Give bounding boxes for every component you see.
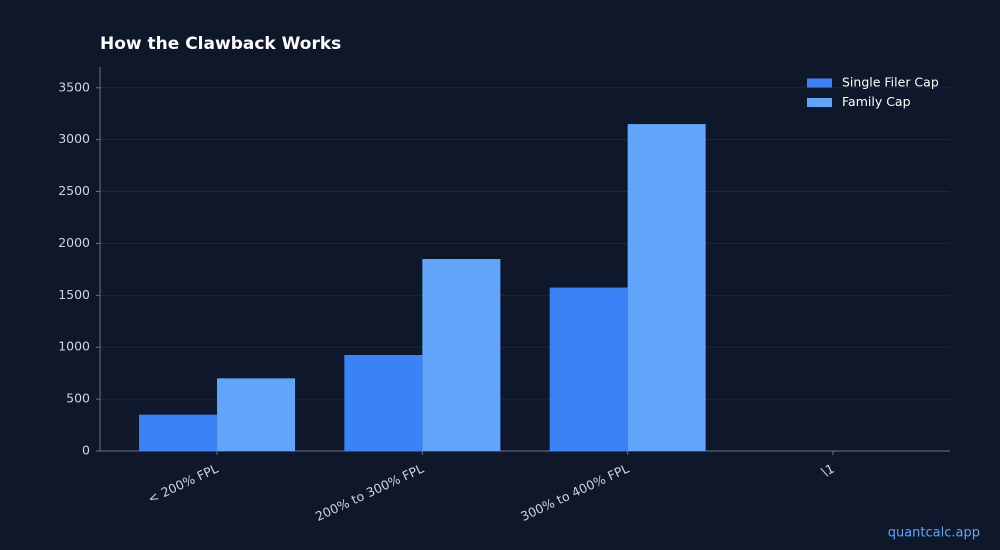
legend-label: Family Cap <box>842 94 911 109</box>
y-tick-label: 0 <box>82 443 90 458</box>
bar <box>549 287 628 451</box>
y-tick-label: 1000 <box>58 339 90 354</box>
y-tick-label: 1500 <box>58 287 90 302</box>
bar <box>217 378 296 451</box>
footer: quantcalc.app <box>888 526 980 541</box>
chart-title: How the Clawback Works <box>100 34 341 54</box>
y-tick-label: 2000 <box>58 235 90 250</box>
bar <box>344 355 423 451</box>
bar <box>627 124 706 451</box>
legend-swatch <box>807 78 832 88</box>
legend-swatch <box>807 98 832 107</box>
legend-label: Single Filer Cap <box>842 75 939 90</box>
y-tick-label: 3500 <box>58 79 90 94</box>
y-tick-label: 2500 <box>58 183 90 198</box>
x-tick-label: \1 <box>819 461 836 480</box>
bar <box>139 414 218 451</box>
y-tick-label: 3000 <box>58 131 90 146</box>
bar <box>422 259 501 451</box>
y-tick-label: 500 <box>66 391 90 406</box>
